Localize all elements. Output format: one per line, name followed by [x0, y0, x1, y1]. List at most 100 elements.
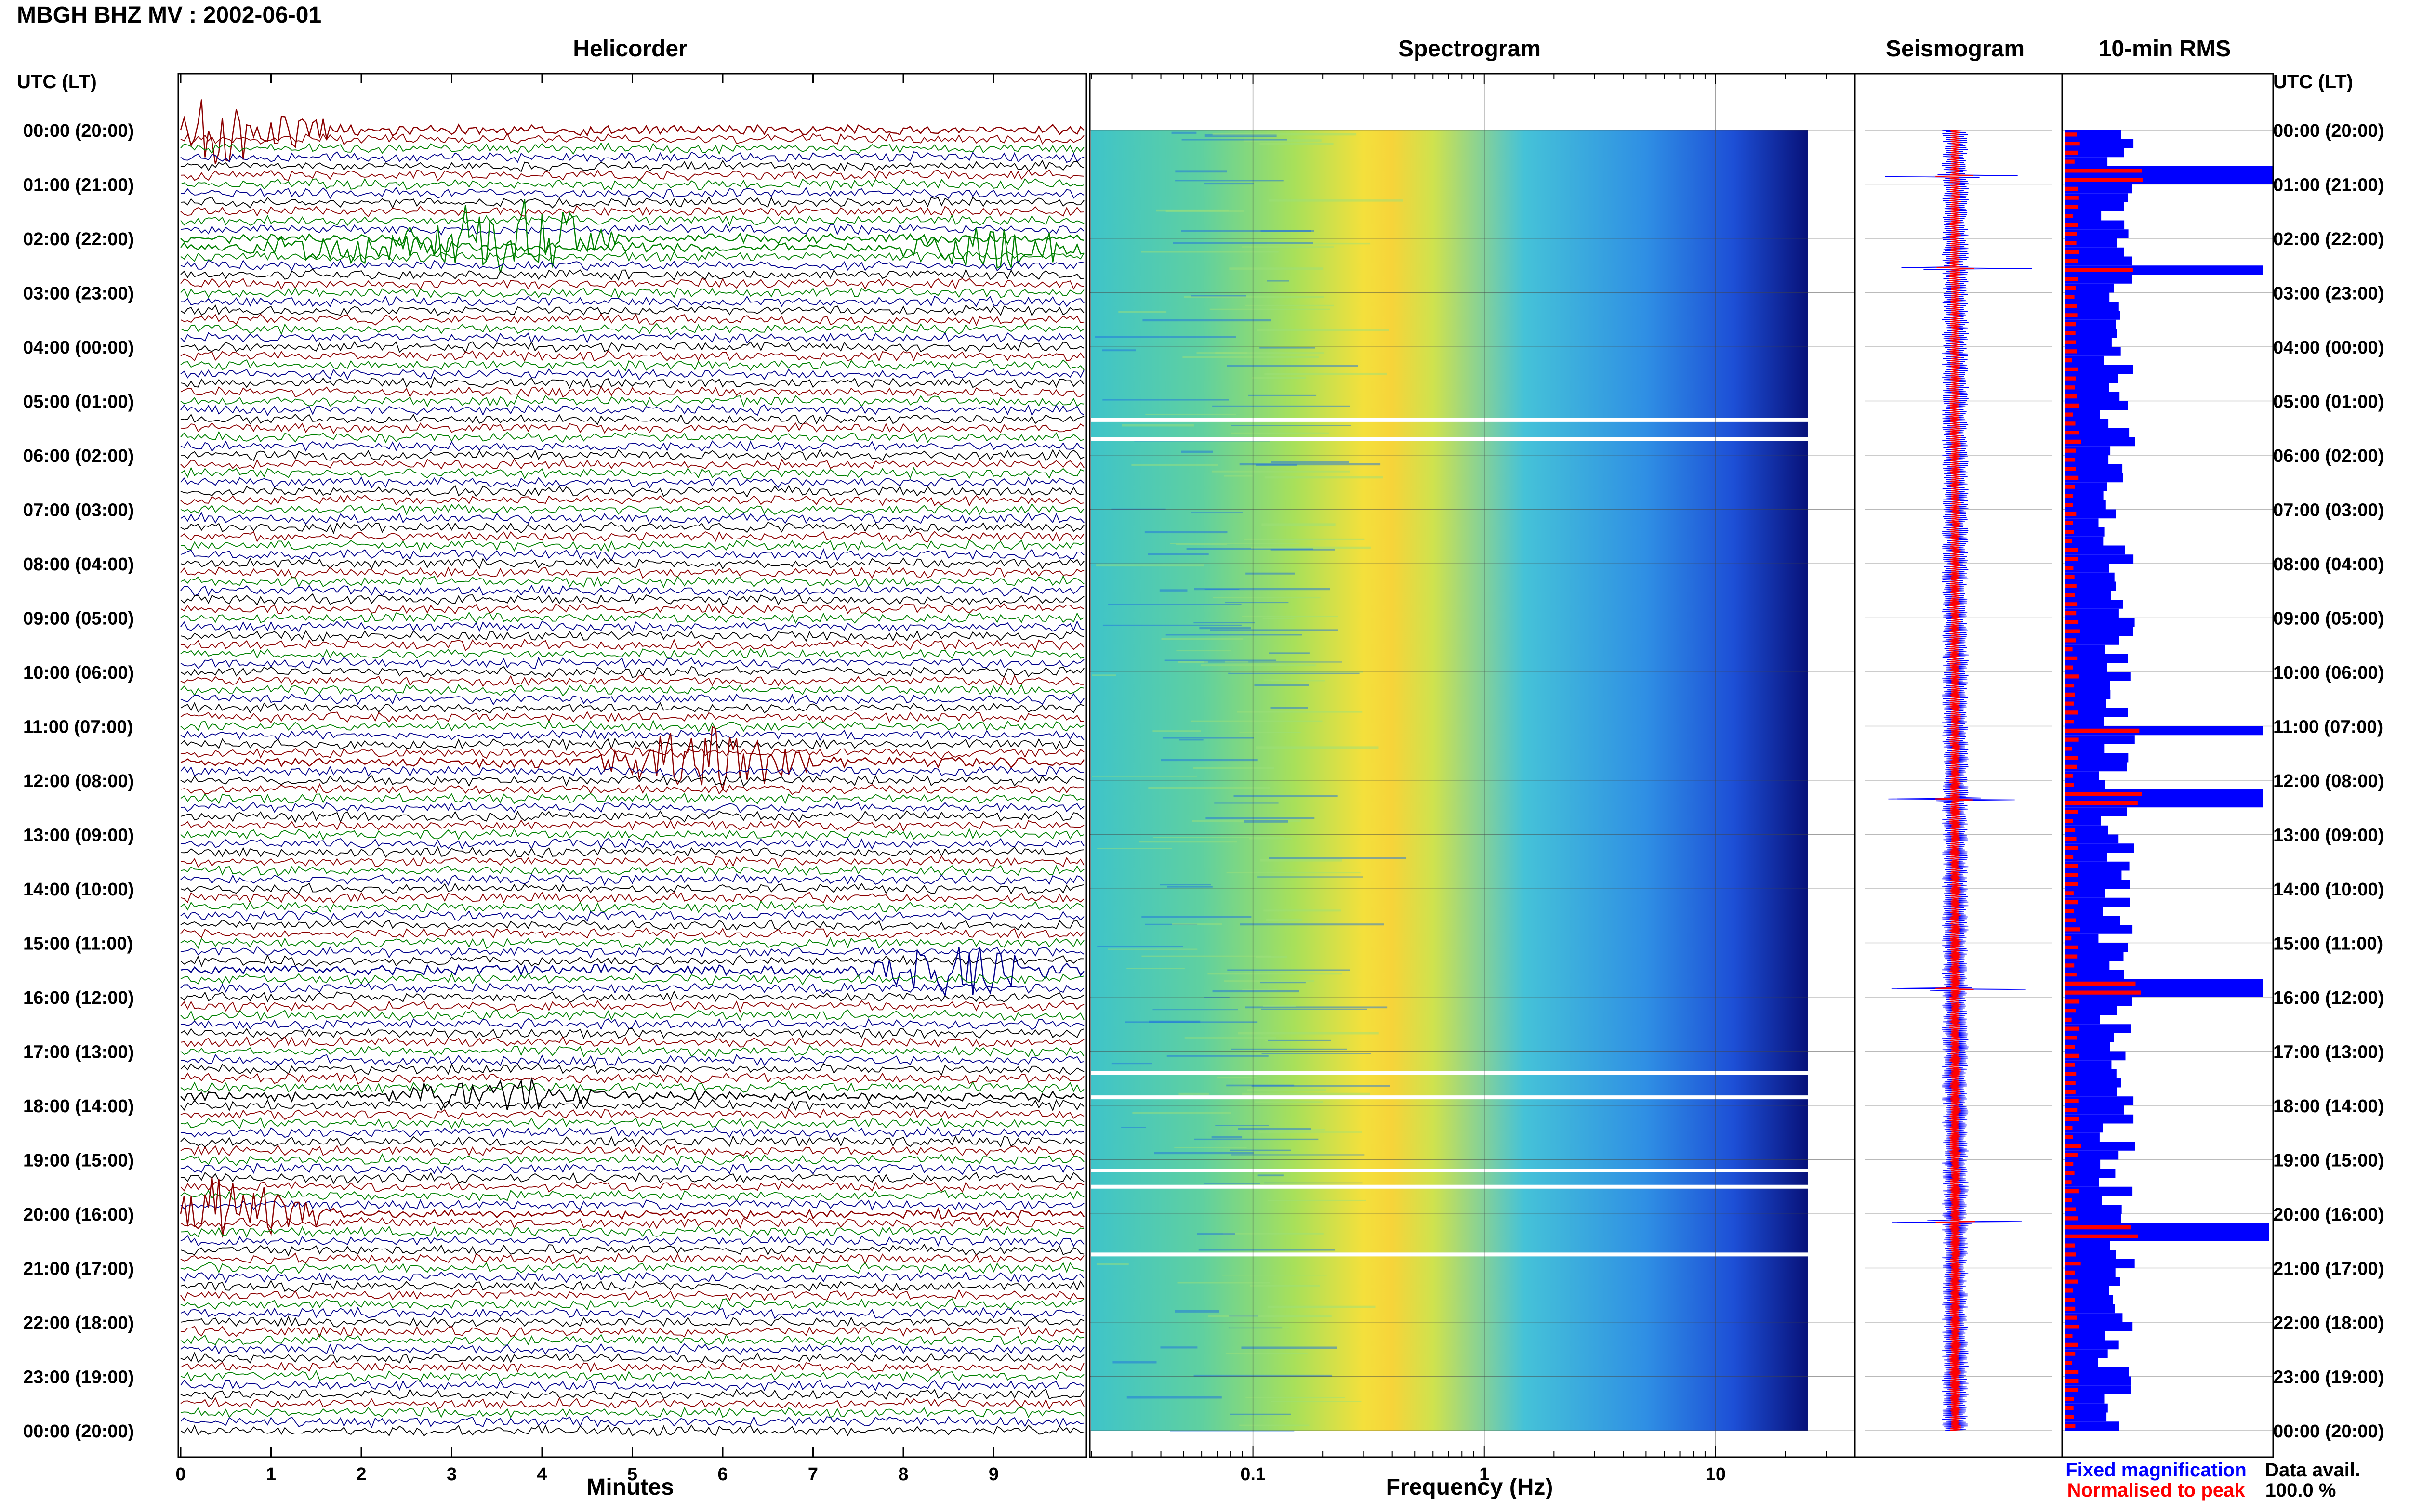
spectrogram-streak	[1258, 1131, 1362, 1133]
rms-bar-normalised	[2065, 665, 2073, 670]
time-tick-label-left: 07:00 (03:00)	[23, 500, 134, 521]
rms-bar-fixed	[2065, 961, 2110, 970]
spectrogram-streak	[1245, 572, 1295, 575]
helicorder-trace	[180, 1343, 1085, 1355]
spectrogram-streak	[1179, 739, 1204, 741]
rms-bar-fixed	[2065, 627, 2133, 636]
rms-bar-normalised	[2065, 530, 2074, 534]
rms-bar-normalised	[2065, 475, 2079, 480]
helicorder-trace	[180, 1036, 1085, 1049]
spectrogram-streak	[1144, 531, 1228, 534]
rms-bar-normalised	[2065, 720, 2074, 724]
spectrogram-gap	[1091, 1071, 1846, 1075]
rms-bar-fixed	[2065, 365, 2133, 374]
rms-bar-normalised	[2065, 1180, 2072, 1184]
spectrogram-streak	[1096, 1263, 1129, 1265]
rms-bar-fixed	[2065, 545, 2125, 555]
spectrogram-streak	[1148, 787, 1270, 789]
rms-bar-fixed	[2065, 1169, 2116, 1178]
spectrogram-streak	[1242, 246, 1334, 248]
spectrogram-x-tick-label: 10	[1706, 1464, 1726, 1485]
spectrogram-streak	[1268, 1199, 1366, 1201]
rms-bar-normalised	[2065, 575, 2075, 579]
rms-bar-fixed	[2065, 861, 2130, 871]
helicorder-trace	[180, 919, 1085, 931]
helicorder-trace	[180, 277, 1085, 290]
rms-bar-normalised	[2065, 837, 2077, 841]
spectrogram-streak	[1264, 476, 1383, 479]
helicorder-trace	[180, 295, 1085, 308]
rms-bar-fixed	[2065, 491, 2104, 500]
rms-bar-normalised	[2065, 250, 2079, 254]
rms-bar-normalised	[2065, 1379, 2079, 1383]
time-tick-label-left: 08:00 (04:00)	[23, 554, 134, 575]
spectrogram-streak	[1102, 399, 1229, 401]
helicorder-trace	[180, 260, 1085, 272]
spectrogram-streak	[1260, 982, 1306, 984]
spectrogram-streak	[1257, 329, 1389, 331]
rms-bar-fixed	[2065, 1132, 2100, 1142]
rms-bar-fixed	[2065, 870, 2122, 880]
rms-bar-normalised	[2065, 882, 2078, 886]
helicorder-trace	[180, 132, 1085, 145]
spectrogram-streak	[1182, 356, 1319, 358]
time-tick-label-left: 22:00 (18:00)	[23, 1313, 134, 1333]
rms-bar-fixed	[2065, 1403, 2108, 1413]
time-tick-label-right: 09:00 (05:00)	[2273, 609, 2384, 629]
helicorder-trace	[180, 737, 1085, 751]
helicorder-x-tick-label: 5	[627, 1464, 637, 1485]
rms-bar-fixed	[2065, 1421, 2119, 1431]
rms-bar-normalised	[2065, 1126, 2073, 1130]
rms-bar-fixed	[2065, 130, 2121, 139]
rms-bar-fixed	[2065, 338, 2112, 347]
rms-bar-fixed	[2065, 1060, 2112, 1069]
helicorder-trace	[180, 584, 1085, 597]
rms-bar-normalised	[2065, 340, 2076, 344]
rms-bar-normalised	[2065, 737, 2079, 742]
page-title: MBGH BHZ MV : 2002-06-01	[17, 2, 322, 28]
spectrogram-streak	[1198, 1249, 1335, 1251]
rms-bar-normalised	[2065, 945, 2078, 949]
spectrogram-streak	[1131, 464, 1218, 466]
helicorder-trace	[180, 1081, 1085, 1094]
spectrogram-streak	[1097, 848, 1172, 849]
rms-bar-normalised	[2065, 566, 2074, 570]
rms-bar-normalised	[2065, 756, 2078, 760]
spectrogram-streak	[1239, 1424, 1310, 1427]
rms-bar-fixed	[2065, 907, 2103, 916]
rms-bar-fixed	[2065, 1024, 2131, 1033]
helicorder-trace	[180, 648, 1085, 660]
helicorder-trace	[180, 349, 1085, 362]
helicorder-trace	[180, 1397, 1085, 1410]
rms-bar-normalised	[2065, 1306, 2076, 1311]
rms-bar-normalised	[2065, 1279, 2078, 1284]
rms-bar-fixed	[2065, 1241, 2110, 1250]
rms-bar-fixed	[2065, 1259, 2135, 1268]
rms-bar-fixed	[2065, 527, 2105, 537]
rms-bar-fixed	[2065, 1114, 2134, 1124]
helicorder-trace	[180, 214, 1085, 226]
spectrogram-streak	[1223, 1233, 1324, 1235]
rms-bar-fixed	[2065, 1277, 2120, 1286]
spectrogram-streak	[1160, 1346, 1198, 1349]
spectrogram-streak	[1197, 1233, 1235, 1235]
rms-bar-fixed	[2065, 997, 2132, 1006]
rms-bar-normalised	[2065, 1325, 2079, 1329]
helicorder-x-tick-label: 3	[447, 1464, 457, 1485]
rms-bar-fixed	[2065, 933, 2099, 943]
spectrogram-streak	[1250, 1285, 1320, 1287]
helicorder-trace	[180, 548, 1085, 561]
time-tick-label-right: 08:00 (04:00)	[2273, 554, 2384, 575]
spectrogram-streak	[1241, 1346, 1337, 1349]
legend-normalised: Normalised to peak	[2067, 1480, 2245, 1501]
rms-bar-normalised	[2065, 647, 2073, 652]
rms-bar-normalised	[2065, 1225, 2131, 1230]
rms-bar-fixed	[2065, 383, 2109, 392]
time-tick-label-right: 18:00 (14:00)	[2273, 1096, 2384, 1117]
helicorder-trace	[180, 729, 1085, 741]
time-tick-label-left: 14:00 (10:00)	[23, 880, 134, 900]
spectrogram-x-tick-label: 1	[1479, 1464, 1489, 1485]
helicorder-trace	[180, 494, 1085, 507]
helicorder-trace	[180, 927, 1085, 939]
spectrogram-streak	[1251, 377, 1306, 379]
